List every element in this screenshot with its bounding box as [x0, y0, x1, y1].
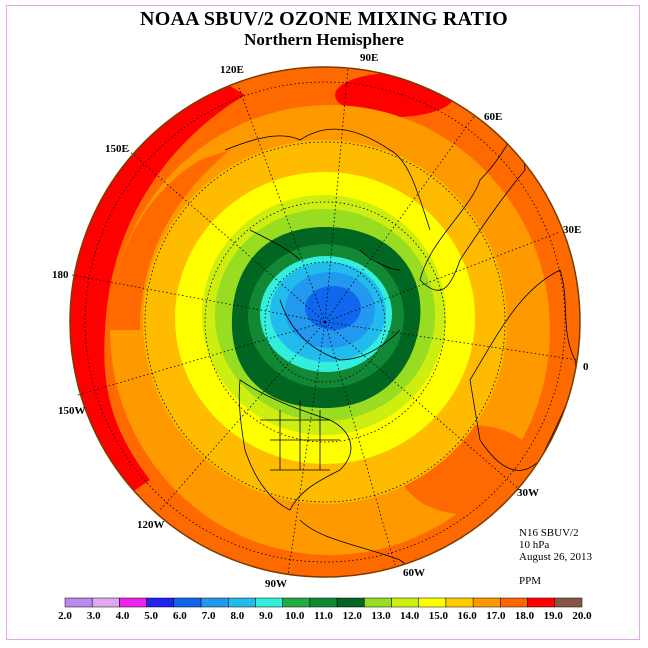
colorbar-tick-label: 4.0 [116, 610, 130, 622]
coastlines [224, 118, 577, 577]
map-subtitle: Northern Hemisphere [244, 30, 404, 49]
colorbar-tick-label: 17.0 [486, 610, 506, 622]
colorbar-tick-label: 7.0 [202, 610, 216, 622]
colorbar-tick-label: 13.0 [371, 610, 391, 622]
pressure-level-label: 10 hPa [519, 539, 550, 551]
colorbar-swatch [500, 597, 528, 608]
colorbar-swatch [336, 597, 365, 608]
colorbar-swatch [418, 597, 447, 608]
longitude-labels: 90E 60E 30E 0 30W 60W 90W 120W 150W 180 … [52, 52, 589, 590]
colorbar-tick-label: 16.0 [457, 610, 477, 622]
colorbar-swatch [554, 597, 583, 608]
colorbar-swatch [173, 597, 202, 608]
colorbar-tick-label: 18.0 [515, 610, 535, 622]
label-180: 180 [52, 269, 69, 281]
label-150w: 150W [58, 405, 86, 417]
label-150e: 150E [105, 143, 129, 155]
colorbar-swatch [64, 597, 93, 608]
meridians [71, 67, 579, 576]
colorbar-tick-label: 9.0 [259, 610, 273, 622]
colorbar: 2.0 3.0 4.0 5.0 6.0 7.0 8.0 9.0 10.0 11.0 12.0 13.0… [58, 597, 592, 622]
instrument-label: N16 SBUV/2 [519, 527, 579, 539]
colorbar-swatch [255, 597, 283, 608]
colorbar-swatch [527, 597, 556, 608]
colorbar-swatch [282, 597, 311, 608]
colorbar-tick-label: 14.0 [400, 610, 420, 622]
ozone-field [70, 67, 580, 577]
label-60e: 60E [484, 111, 502, 123]
label-120w: 120W [137, 519, 165, 531]
map-title: NOAA SBUV/2 OZONE MIXING RATIO [140, 8, 508, 30]
colorbar-tick-label: 10.0 [285, 610, 305, 622]
colorbar-tick-label: 15.0 [429, 610, 449, 622]
label-30e: 30E [563, 224, 581, 236]
colorbar-tick-label: 6.0 [173, 610, 187, 622]
latitude-circles [84, 81, 566, 563]
label-90e: 90E [360, 52, 378, 64]
colorbar-swatch [119, 597, 147, 608]
colorbar-swatch [309, 597, 338, 608]
colorbar-tick-label: 8.0 [230, 610, 244, 622]
label-60w: 60W [403, 567, 425, 579]
colorbar-swatch [445, 597, 474, 608]
label-0: 0 [583, 361, 589, 373]
colorbar-swatch [146, 597, 175, 608]
colorbar-tick-label: 3.0 [87, 610, 101, 622]
map-frame [6, 5, 640, 640]
colorbar-tick-label: 11.0 [314, 610, 333, 622]
colorbar-swatch [228, 597, 256, 608]
colorbar-swatch [391, 597, 419, 608]
colorbar-tick-label: 5.0 [144, 610, 158, 622]
units-label: PPM [519, 575, 542, 587]
colorbar-tick-label: 19.0 [544, 610, 564, 622]
colorbar-tick-label: 12.0 [343, 610, 363, 622]
colorbar-swatch [364, 597, 392, 608]
map-boundary [69, 66, 581, 578]
colorbar-swatch [200, 597, 229, 608]
label-120e: 120E [220, 64, 244, 76]
colorbar-swatch [91, 597, 120, 608]
label-90w: 90W [265, 578, 287, 590]
label-30w: 30W [517, 487, 539, 499]
colorbar-tick-label: 2.0 [58, 610, 72, 622]
date-label: August 26, 2013 [519, 551, 593, 563]
colorbar-swatch [472, 597, 501, 608]
colorbar-tick-label: 20.0 [572, 610, 592, 622]
